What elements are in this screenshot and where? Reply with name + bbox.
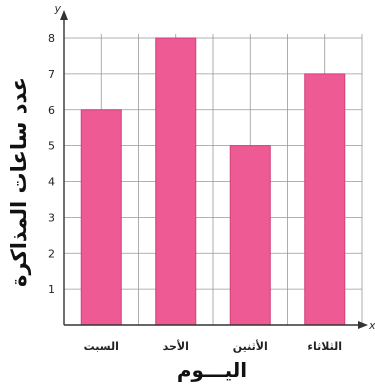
x-axis-letter: x [368,319,375,332]
x-tick-label: الأثنين [233,339,268,353]
y-tick-label: 4 [48,176,55,189]
y-tick-label: 5 [48,140,55,153]
x-tick-labels: السبت الأحد الأثنين الثلاثاء [84,339,342,353]
x-tick-label: السبت [84,340,119,353]
x-tick-label: الثلاثاء [307,340,342,353]
y-axis-letter: y [53,2,61,15]
y-axis-arrow-icon [60,10,68,20]
x-axis-title: اليـــوم [177,358,247,382]
x-axis-arrow-icon [358,321,368,329]
y-tick-label: 8 [48,32,55,45]
y-tick-labels: 1 2 3 4 5 6 7 8 [48,32,55,296]
axes: y x [53,2,375,332]
bar-2 [155,37,197,326]
bar-1 [80,109,122,326]
y-tick-label: 2 [48,247,55,260]
y-tick-label: 7 [48,68,55,81]
y-tick-label: 1 [48,283,55,296]
x-tick-label: الأحد [163,339,189,353]
y-axis-title: عدد ساعات المذاكرة [7,77,31,287]
bars [80,37,346,326]
bar-4 [304,73,346,326]
y-tick-label: 3 [48,211,55,224]
y-tick-label: 6 [48,104,55,117]
bar-3 [229,145,271,326]
